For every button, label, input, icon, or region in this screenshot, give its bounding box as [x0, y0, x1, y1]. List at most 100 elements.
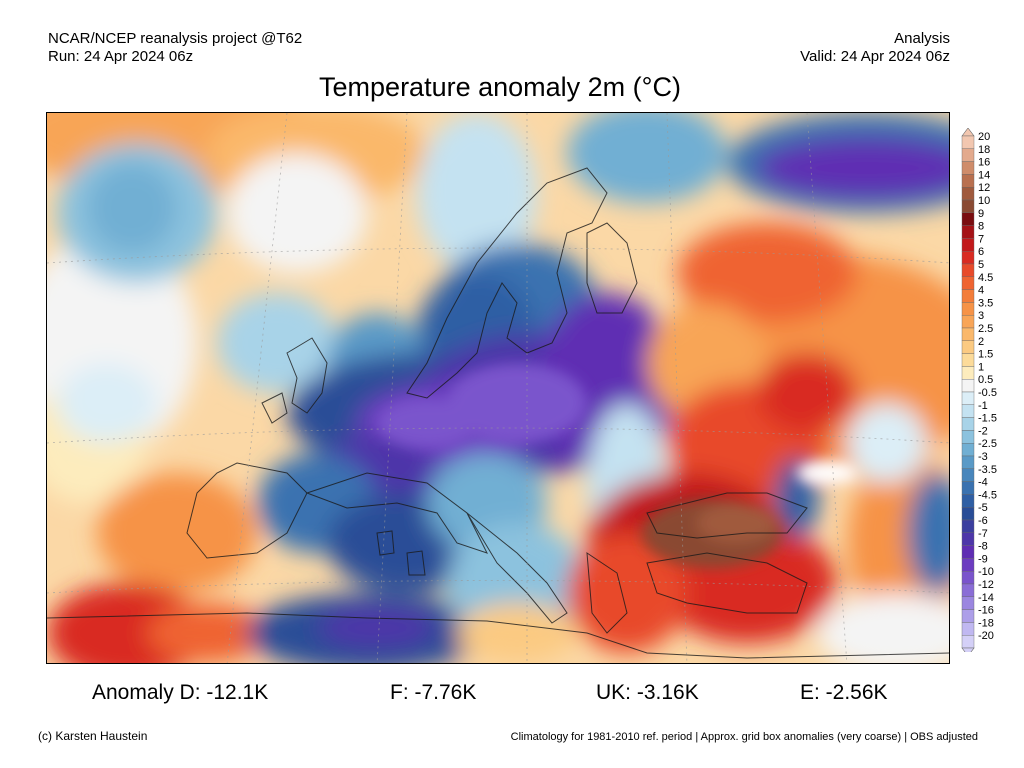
legend-color-box [961, 263, 975, 278]
legend-tick-label: -1 [978, 400, 988, 412]
color-legend: 201816141210987654.543.532.521.510.5-0.5… [961, 128, 997, 652]
legend-tick-label: -4.5 [978, 489, 997, 501]
legend-color-box [961, 187, 975, 201]
legend-color-box [961, 340, 975, 354]
legend-color-box [961, 225, 975, 239]
header-left: NCAR/NCEP reanalysis project @T62 Run: 2… [48, 30, 302, 66]
credit-label: (c) Karsten Haustein [38, 729, 148, 743]
legend-tick-label: 2.5 [978, 323, 993, 335]
legend-tick-label: 2 [978, 336, 984, 348]
legend-tick-label: 0.5 [978, 374, 993, 386]
climatology-note: Climatology for 1981-2010 ref. period | … [510, 731, 978, 743]
legend-color-box [961, 430, 975, 444]
legend-color-box [961, 302, 975, 316]
analysis-label: Analysis [894, 30, 950, 47]
legend-tick-label: -14 [978, 592, 994, 604]
legend-tick-label: -0.5 [978, 387, 997, 399]
legend-tick-label: -12 [978, 579, 994, 591]
legend-arrow-top [961, 128, 975, 137]
graticule [47, 113, 949, 663]
legend-color-box [961, 609, 975, 623]
legend-tick-label: 1 [978, 361, 984, 373]
legend-color-box [961, 507, 975, 521]
header-right: Analysis Valid: 24 Apr 2024 06z [800, 30, 950, 66]
legend-color-box [961, 481, 975, 495]
coastlines [47, 167, 949, 659]
legend-tick-label: 10 [978, 195, 990, 207]
legend-tick-label: 8 [978, 221, 984, 233]
legend-color-box [961, 532, 975, 546]
legend-tick-label: 4 [978, 285, 984, 297]
legend-tick-label: 14 [978, 169, 990, 181]
legend-color-box [961, 571, 975, 585]
anomaly-field-detail [377, 363, 857, 568]
legend-tick-label: -5 [978, 502, 988, 514]
legend-tick-label: 3.5 [978, 297, 993, 309]
anomaly-map-graphic [47, 113, 949, 663]
legend-tick-label: 7 [978, 233, 984, 245]
legend-color-box [961, 443, 975, 457]
legend-tick-label: 3 [978, 310, 984, 322]
anomaly-germany: Anomaly D: -12.1K [92, 681, 269, 704]
legend-color-box [961, 404, 975, 418]
legend-tick-label: -7 [978, 528, 988, 540]
legend-color-box [961, 391, 975, 406]
legend-color-box [961, 327, 975, 342]
legend-tick-label: -3.5 [978, 464, 997, 476]
legend-tick-label: -8 [978, 541, 988, 553]
legend-color-box [961, 314, 975, 329]
anomaly-spain: E: -2.56K [800, 681, 888, 704]
legend-tick-label: -1.5 [978, 413, 997, 425]
legend-tick-label: -18 [978, 617, 994, 629]
legend-tick-label: 6 [978, 246, 984, 258]
legend-arrow-bottom [961, 647, 975, 652]
legend-color-box [961, 250, 975, 265]
legend-tick-label: -20 [978, 630, 994, 642]
legend-tick-label: -2 [978, 425, 988, 437]
legend-tick-label: 9 [978, 208, 984, 220]
project-label: NCAR/NCEP reanalysis project @T62 [48, 30, 303, 47]
legend-tick-label: -10 [978, 566, 994, 578]
legend-tick-label: 16 [978, 157, 990, 169]
legend-color-box [961, 238, 975, 252]
legend-color-box [961, 558, 975, 572]
legend-tick-label: 12 [978, 182, 990, 194]
legend-tick-label: -3 [978, 451, 988, 463]
map-title: Temperature anomaly 2m (°C) [319, 72, 681, 102]
legend-color-box [961, 174, 975, 188]
legend-color-box [961, 161, 975, 175]
legend-tick-label: -2.5 [978, 438, 997, 450]
legend-tick-label: 5 [978, 259, 984, 271]
legend-tick-label: 1.5 [978, 349, 993, 361]
legend-color-box [961, 199, 975, 214]
legend-tick-label: -4 [978, 477, 988, 489]
legend-color-box [961, 583, 975, 598]
legend-color-box [961, 148, 975, 162]
anomaly-uk: UK: -3.16K [596, 681, 699, 704]
legend-color-box [961, 519, 975, 534]
legend-color-box [961, 455, 975, 470]
valid-label: Valid: 24 Apr 2024 06z [800, 48, 950, 65]
anomaly-france: F: -7.76K [390, 681, 477, 704]
legend-tick-label: -6 [978, 515, 988, 527]
legend-color-box [961, 378, 975, 393]
legend-color-box [961, 468, 975, 482]
legend-color-box [961, 622, 975, 636]
legend-color-box [961, 635, 975, 649]
legend-tick-label: 4.5 [978, 272, 993, 284]
legend-color-box [961, 545, 975, 559]
legend-tick-label: 20 [978, 131, 990, 143]
legend-color-box [961, 289, 975, 303]
legend-color-box [961, 494, 975, 508]
run-label: Run: 24 Apr 2024 06z [48, 48, 194, 65]
legend-color-box [961, 366, 975, 380]
legend-tick-label: 18 [978, 144, 990, 156]
legend-color-box [961, 276, 975, 290]
legend-color-box [961, 417, 975, 431]
legend-tick-label: -16 [978, 605, 994, 617]
anomaly-map [46, 112, 950, 664]
legend-color-box [961, 596, 975, 610]
legend-color-box [961, 353, 975, 367]
legend-tick-label: -9 [978, 553, 988, 565]
legend-color-box [961, 135, 975, 150]
